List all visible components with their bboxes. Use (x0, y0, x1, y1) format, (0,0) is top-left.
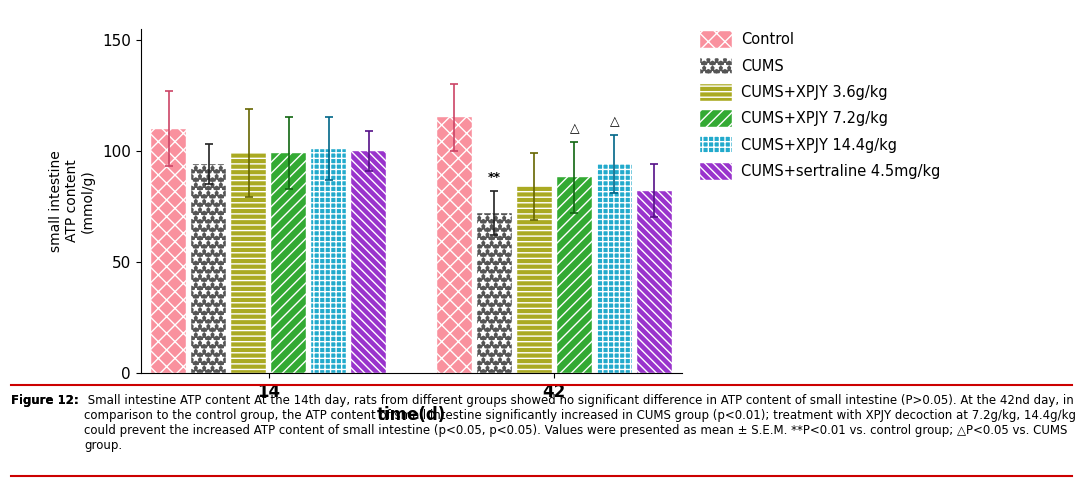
Text: Figure 12:: Figure 12: (11, 394, 79, 407)
Bar (271, 153, 306, 373)
Bar (311, 149, 347, 373)
Bar (557, 177, 591, 373)
Bar (637, 191, 671, 373)
Text: △: △ (610, 116, 619, 129)
Bar (517, 186, 552, 373)
Bar (192, 164, 226, 373)
Y-axis label: small intestine
ATP content
(mmol/g): small intestine ATP content (mmol/g) (49, 150, 95, 251)
Bar (351, 151, 387, 373)
Bar (436, 118, 472, 373)
Bar (152, 129, 186, 373)
Bar (232, 153, 266, 373)
Text: Figure 12:: Figure 12: (11, 394, 79, 407)
Bar (597, 164, 631, 373)
Legend: Control, CUMS, CUMS+XPJY 3.6g/kg, CUMS+XPJY 7.2g/kg, CUMS+XPJY 14.4g/kg, CUMS+se: Control, CUMS, CUMS+XPJY 3.6g/kg, CUMS+X… (701, 31, 941, 180)
Text: △: △ (570, 122, 579, 135)
X-axis label: time(d): time(d) (377, 406, 446, 424)
Text: Small intestine ATP content At the 14th day, rats from different groups showed n: Small intestine ATP content At the 14th … (83, 394, 1075, 453)
Bar (477, 213, 512, 373)
Text: **: ** (487, 171, 500, 184)
